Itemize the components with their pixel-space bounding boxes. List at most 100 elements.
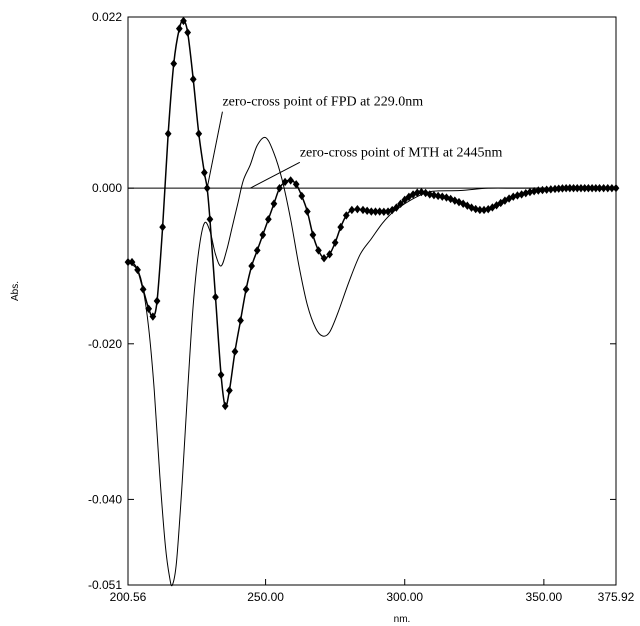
diamond-marker [259, 230, 267, 240]
plot-frame [127, 16, 617, 586]
diamond-marker [337, 222, 345, 232]
diamond-marker [342, 211, 350, 220]
diamond-marker [447, 194, 455, 204]
x-tick-label: 350.00 [526, 590, 563, 604]
diamond-marker [380, 207, 388, 216]
annotation-1: zero-cross point of FPD at 229.0nm [206, 95, 423, 189]
diamond-marker [573, 183, 581, 193]
diamond-marker [242, 285, 250, 294]
diamond-marker [551, 184, 559, 194]
annotation-2: zero-cross point of MTH at 2445nm [250, 145, 503, 189]
diamond-marker [195, 129, 203, 138]
diamond-marker [612, 183, 620, 193]
y-axis-title: Abs. [10, 281, 21, 301]
diamond-marker [539, 185, 546, 195]
diamond-marker [484, 204, 492, 214]
diamond-marker [206, 215, 214, 224]
series-2 [124, 16, 620, 411]
x-axis-title: nm. [394, 614, 411, 625]
diamond-marker [331, 238, 339, 247]
diamond-marker [265, 215, 272, 224]
diamond-marker [363, 206, 371, 215]
diamond-marker [221, 401, 229, 411]
diamond-marker [434, 191, 442, 201]
diamond-marker [354, 204, 361, 214]
diamond-marker [476, 205, 484, 215]
diamond-marker [566, 183, 574, 193]
annotation-text: zero-cross point of FPD at 229.0nm [222, 95, 423, 110]
diamond-marker [309, 230, 317, 240]
diamond-marker [153, 296, 161, 306]
diamond-marker [292, 180, 300, 189]
diamond-marker [459, 199, 467, 208]
diamond-marker [315, 246, 322, 255]
diamond-marker [287, 176, 294, 185]
diamond-marker [217, 370, 225, 380]
diamond-marker [547, 185, 555, 194]
diamond-marker [505, 194, 513, 203]
series-layer [124, 16, 620, 587]
diamond-marker [376, 207, 384, 216]
diamond-marker [270, 199, 278, 208]
diamond-marker [472, 204, 480, 214]
diamond-marker [276, 183, 283, 193]
diamond-marker [555, 184, 563, 193]
diamond-marker [139, 285, 147, 294]
annotation-leader [206, 111, 223, 189]
diamond-marker [543, 185, 551, 194]
diamond-marker [501, 196, 509, 205]
diamond-marker [303, 207, 311, 216]
diamond-marker [367, 207, 375, 216]
diamond-marker [189, 75, 197, 84]
diamond-marker [248, 261, 256, 271]
diamond-marker [359, 205, 367, 215]
diamond-marker [298, 191, 306, 201]
y-tick-label: -0.051 [88, 578, 122, 592]
diamond-marker [405, 192, 413, 201]
axis-ticks: 200.56 250.00 300.00 350.00 375.92 0.022 0.000… [88, 10, 635, 604]
diamond-marker [422, 188, 429, 198]
diamond-marker [237, 316, 244, 325]
x-tick-label: 300.00 [386, 590, 423, 604]
diamond-marker [124, 257, 132, 267]
diamond-marker [518, 190, 525, 199]
diamond-marker [493, 201, 500, 210]
diamond-marker [596, 183, 603, 193]
diamond-marker [393, 203, 400, 212]
diamond-marker [468, 203, 475, 212]
x-tick-label: 375.92 [598, 590, 635, 604]
diamond-marker [180, 16, 187, 26]
diamond-marker [326, 250, 333, 259]
diamond-marker [522, 188, 530, 198]
annotation-layer: zero-cross point of FPD at 229.0nm zero-c… [206, 95, 503, 189]
diamond-marker [438, 192, 446, 201]
diamond-marker [585, 183, 592, 193]
diamond-marker [418, 187, 425, 197]
diamond-marker [231, 347, 239, 356]
annotation-leader [250, 161, 301, 189]
diamond-marker [226, 386, 233, 395]
diamond-marker [145, 304, 153, 313]
diamond-marker [451, 196, 459, 205]
diamond-marker [348, 205, 356, 215]
diamond-marker [134, 265, 141, 275]
diamond-marker [534, 186, 542, 195]
diamond-marker [409, 190, 417, 199]
diamond-marker [443, 193, 450, 202]
diamond-marker [526, 187, 534, 197]
diamond-marker [588, 183, 596, 193]
diamond-marker [388, 205, 396, 215]
y-tick-label: -0.040 [88, 492, 122, 506]
diamond-marker [164, 129, 172, 138]
x-tick-label: 200.56 [110, 590, 147, 604]
diamond-marker [175, 24, 183, 33]
annotation-text: zero-cross point of MTH at 2445nm [300, 145, 503, 160]
diamond-marker [413, 188, 421, 197]
diamond-marker [430, 191, 438, 200]
diamond-marker [570, 183, 577, 193]
diamond-marker [592, 183, 600, 193]
diamond-marker [253, 246, 261, 255]
diamond-marker [577, 183, 585, 193]
diamond-marker [170, 59, 178, 68]
